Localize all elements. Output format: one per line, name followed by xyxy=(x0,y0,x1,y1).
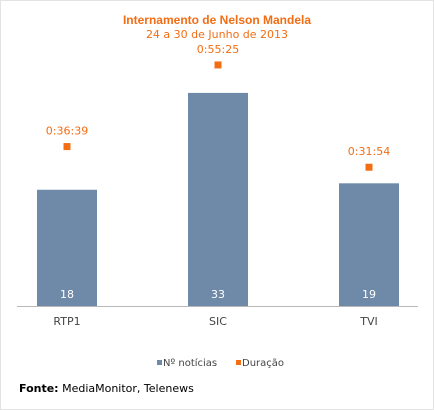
duration-marker xyxy=(365,163,373,171)
x-tick-label: TVI xyxy=(359,315,378,328)
duration-marker xyxy=(63,143,71,151)
duration-label-bg xyxy=(192,41,244,56)
chart-title: Internamento de Nelson Mandela xyxy=(122,13,312,27)
legend-swatch-noticias xyxy=(157,360,162,365)
bar-rtp1 xyxy=(37,189,97,306)
bar-value-label: 18 xyxy=(60,288,74,301)
duration-label-bg xyxy=(41,123,93,138)
x-tick-label: SIC xyxy=(209,315,227,328)
duration-marker xyxy=(214,61,222,69)
bar-value-label: 33 xyxy=(211,288,225,301)
x-tick-label: RTP1 xyxy=(53,315,80,328)
bar-sic xyxy=(188,92,248,307)
legend-label-noticias: Nº notícias xyxy=(163,357,217,369)
chart-subtitle: 24 a 30 de Junho de 2013 xyxy=(145,28,289,41)
legend-label-duracao: Duração xyxy=(242,358,284,369)
source-note: Fonte: MediaMonitor, Telenews xyxy=(19,382,194,395)
bar-value-label: 19 xyxy=(362,288,376,301)
duration-label-bg xyxy=(343,144,395,159)
bar-tvi xyxy=(339,183,399,306)
source-label: Fonte: xyxy=(19,382,59,395)
legend-swatch-duracao xyxy=(236,360,241,365)
source-text: MediaMonitor, Telenews xyxy=(58,382,194,395)
duration-value-label: 0:31:54 xyxy=(348,145,390,158)
duration-value-label: 0:55:25 xyxy=(197,43,239,56)
duration-value-label: 0:36:39 xyxy=(46,125,88,138)
